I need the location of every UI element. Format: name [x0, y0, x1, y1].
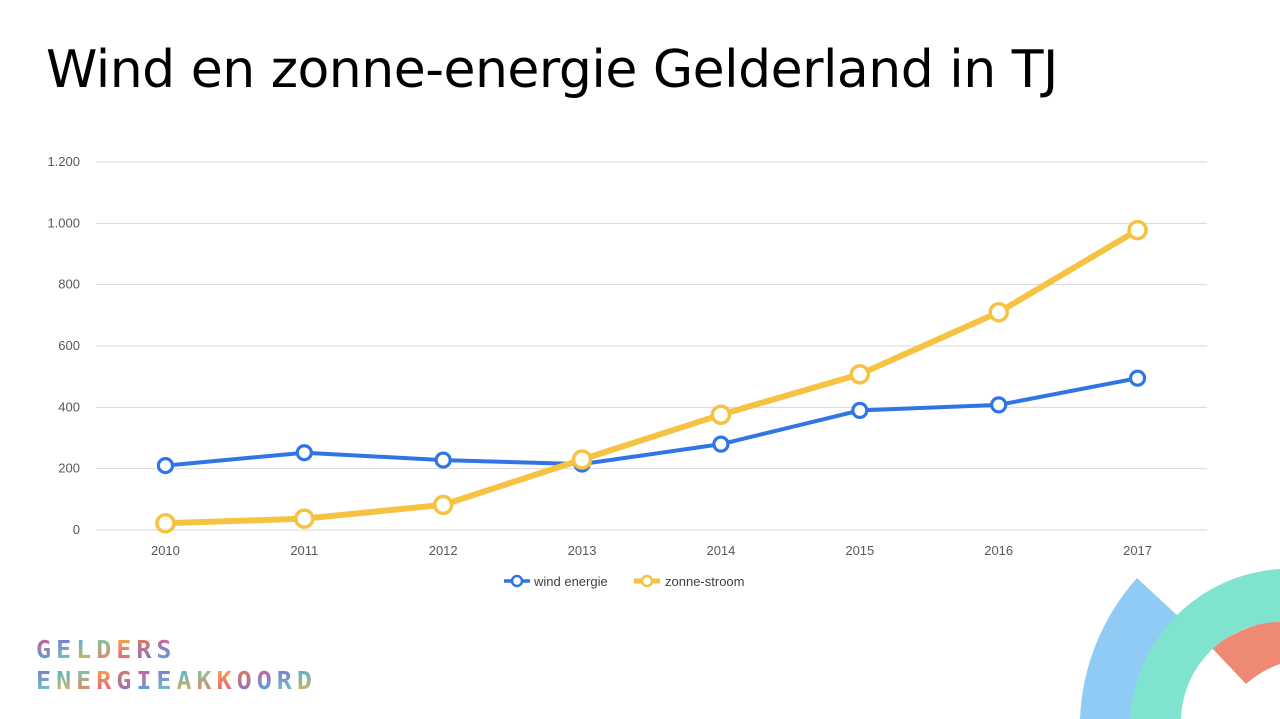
data-point-zonne-stroom	[849, 363, 871, 385]
data-point-zonne-stroom	[432, 494, 454, 516]
data-point-wind-energie	[156, 457, 175, 475]
y-axis-tick-labels: 0 200 400 600 800 1.000 1.200	[47, 154, 80, 537]
data-point-zonne-stroom	[571, 449, 593, 470]
x-tick-label: 2011	[290, 543, 318, 558]
y-tick-label: 600	[58, 338, 80, 353]
y-tick-label: 1.200	[47, 154, 80, 169]
data-point-zonne-stroom	[1127, 219, 1148, 241]
data-point-zonne-stroom	[988, 302, 1009, 323]
series-line-wind-energie	[163, 376, 1140, 468]
x-tick-label: 2016	[984, 543, 1013, 558]
data-point-wind-energie	[434, 451, 452, 469]
series-lines	[162, 227, 1141, 527]
legend: wind energie zonne-stroom	[504, 574, 744, 589]
y-tick-label: 400	[58, 399, 80, 414]
gelders-energieakkoord-logo: GELDERS ENERGIEAKKOORD	[36, 634, 317, 696]
data-point-wind-energie	[712, 435, 730, 453]
legend-label: wind energie	[533, 574, 608, 589]
x-tick-label: 2015	[845, 543, 874, 558]
data-point-zonne-stroom	[710, 404, 732, 425]
y-tick-label: 800	[58, 277, 80, 292]
data-point-zonne-stroom	[155, 513, 176, 534]
decor-arc-salmon	[1212, 620, 1280, 684]
slide-title: Wind en zonne-energie Gelderland in TJ	[46, 40, 1058, 100]
data-point-zonne-stroom	[294, 508, 315, 529]
data-point-wind-energie	[295, 444, 313, 462]
logo-line-energieakkoord: ENERGIEAKKOORD	[36, 666, 317, 695]
data-point-wind-energie	[851, 401, 869, 419]
x-axis-tick-labels: 2010 2011 2012 2013 2014 2015 2016 2017	[151, 543, 1152, 558]
legend-label: zonne-stroom	[665, 574, 744, 589]
x-tick-label: 2014	[706, 543, 735, 558]
data-point-wind-energie	[990, 396, 1008, 414]
legend-swatch-marker	[640, 574, 654, 588]
logo-line-gelders: GELDERS	[36, 635, 177, 664]
decor-arc-teal	[1130, 569, 1280, 719]
y-tick-label: 1.000	[47, 215, 80, 230]
x-tick-label: 2013	[568, 543, 597, 558]
series-points	[155, 219, 1148, 534]
x-tick-label: 2017	[1123, 543, 1152, 558]
series-line-zonne-stroom	[162, 227, 1141, 527]
x-tick-label: 2012	[429, 543, 458, 558]
y-tick-label: 0	[73, 522, 80, 537]
legend-swatch-marker	[510, 574, 524, 588]
x-tick-label: 2010	[151, 543, 180, 558]
grid-lines	[96, 161, 1207, 531]
y-tick-label: 200	[58, 461, 80, 476]
data-point-wind-energie	[1128, 369, 1147, 387]
decor-arc-blue	[1080, 578, 1179, 719]
